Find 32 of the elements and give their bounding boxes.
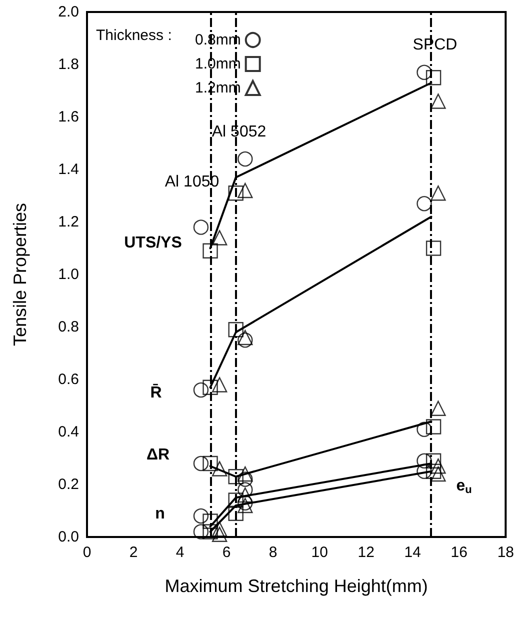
annotation: ΔR (146, 446, 170, 464)
y-tick-label: 0.6 (58, 371, 79, 388)
x-tick-label: 8 (268, 544, 278, 561)
legend-label: 1.0mm (195, 56, 241, 72)
annotation: R̄ (150, 384, 162, 402)
y-tick-label: 0.8 (58, 318, 79, 336)
annotation: Al 5052 (212, 124, 266, 140)
x-tick-label: 4 (176, 544, 184, 561)
annotation: n (155, 506, 165, 522)
y-tick-label: 0.2 (58, 476, 79, 493)
y-tick-label: 1.6 (58, 108, 79, 126)
y-tick-label: 1.0 (58, 266, 79, 283)
legend-title: Thickness : (96, 27, 172, 44)
x-tick-label: 10 (311, 544, 328, 561)
x-tick-label: 16 (450, 544, 468, 561)
annotation: Al 1050 (164, 174, 220, 190)
x-tick-label: 2 (129, 544, 138, 561)
annotation: UTS/YS (124, 234, 182, 252)
annotation: SPCD (412, 36, 458, 54)
x-axis-title: Maximum Stretching Height(mm) (164, 576, 428, 596)
x-tick-label: 14 (404, 544, 421, 561)
y-tick-label: 1.4 (58, 161, 79, 178)
y-tick-label: 1.2 (58, 214, 79, 230)
y-tick-label: 2.0 (58, 4, 79, 20)
y-tick-label: 0.4 (58, 424, 79, 440)
y-axis-title: Tensile Properties (10, 202, 30, 346)
x-tick-label: 6 (222, 544, 231, 561)
y-tick-label: 0.0 (58, 528, 79, 546)
x-tick-label: 12 (358, 544, 374, 561)
x-tick-label: 0 (82, 544, 92, 561)
y-tick-label: 1.8 (58, 56, 79, 73)
x-tick-label: 18 (497, 544, 514, 561)
